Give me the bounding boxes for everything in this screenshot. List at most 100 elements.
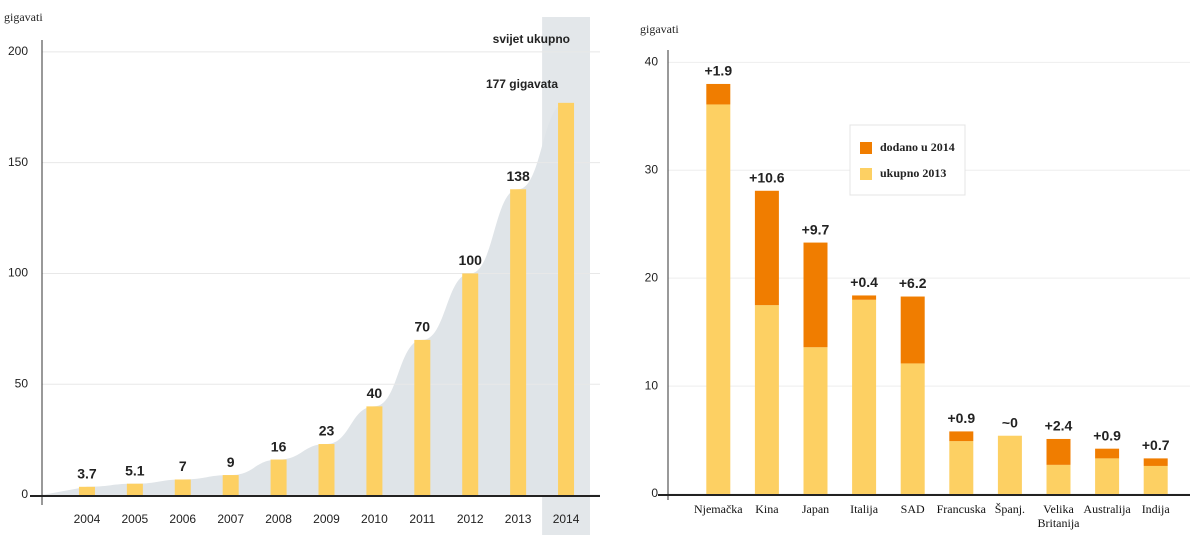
x-tick-label: 2014: [553, 512, 580, 526]
y-axis-label: gigavati: [4, 10, 43, 24]
bar: [270, 459, 287, 495]
legend-label: dodano u 2014: [880, 140, 955, 154]
value-label: +0.9: [947, 410, 975, 426]
value-label: 100: [459, 252, 483, 268]
y-tick-label: 0: [651, 486, 658, 500]
annotation: 177 gigavata: [486, 77, 558, 91]
value-label: ~0: [1002, 414, 1018, 430]
bar-segment: [754, 305, 779, 494]
x-tick-label-box: Španj.: [994, 502, 1026, 516]
y-tick-label: 10: [645, 378, 659, 392]
value-label: 7: [179, 458, 187, 474]
y-tick-label: 200: [8, 44, 28, 58]
bar-segment: [852, 295, 877, 300]
bar-segment: [949, 441, 974, 494]
x-tick-label: 2012: [457, 512, 484, 526]
value-label: +0.9: [1093, 427, 1121, 443]
bar: [126, 483, 143, 495]
x-tick-label: Japan: [801, 502, 830, 516]
x-tick-label-box: Francuska: [936, 502, 986, 516]
value-label: 40: [367, 385, 383, 401]
value-label: 3.7: [77, 466, 97, 482]
x-tick-label: Velika Britanija: [1037, 502, 1080, 530]
bar: [366, 406, 383, 495]
x-tick-label: 2004: [74, 512, 101, 526]
bar-segment: [1095, 458, 1120, 494]
area: [42, 102, 567, 495]
x-tick-label: Španj.: [994, 502, 1026, 516]
bar: [510, 189, 527, 495]
value-label: 23: [319, 423, 335, 439]
x-tick-label-box: Kina: [755, 502, 779, 516]
x-tick-label: 2008: [265, 512, 292, 526]
y-tick-label: 100: [8, 266, 28, 280]
value-label: 5.1: [125, 462, 145, 478]
value-label: +0.4: [850, 274, 878, 290]
bar: [462, 273, 479, 495]
x-tick-label: Australija: [1083, 502, 1131, 516]
x-tick-label: SAD: [900, 502, 925, 516]
bar-segment: [1143, 465, 1168, 494]
y-tick-label: 20: [645, 270, 659, 284]
x-tick-label: 2005: [122, 512, 149, 526]
x-tick-label: Kina: [755, 502, 779, 516]
value-label: 70: [415, 319, 431, 335]
bar-segment: [949, 431, 974, 442]
bar-segment: [706, 83, 731, 105]
bar-segment: [706, 104, 731, 494]
bar-segment: [1143, 458, 1168, 466]
y-axis-label: gigavati: [640, 22, 679, 36]
y-tick-label: 0: [21, 487, 28, 501]
x-tick-label-box: Njemačka: [693, 502, 743, 516]
x-tick-label-box: Italija: [850, 502, 879, 516]
bar: [318, 444, 335, 495]
value-label: 138: [506, 168, 530, 184]
x-tick-label-box: Velika Britanija: [1037, 502, 1080, 530]
x-tick-label: 2007: [217, 512, 244, 526]
x-tick-label-box: SAD: [900, 502, 925, 516]
legend-swatch: [860, 142, 872, 154]
value-label: +2.4: [1045, 418, 1073, 434]
x-tick-label: 2006: [169, 512, 196, 526]
x-tick-label: Indija: [1141, 502, 1170, 516]
value-label: 16: [271, 438, 287, 454]
legend-swatch: [860, 168, 872, 180]
value-label: +1.9: [704, 63, 732, 79]
y-tick-label: 150: [8, 155, 28, 169]
x-tick-label: Francuska: [936, 502, 986, 516]
bar: [78, 486, 95, 495]
legend-box: [849, 124, 966, 196]
x-tick-label: 2013: [505, 512, 532, 526]
x-tick-label: Italija: [850, 502, 879, 516]
annotation: svijet ukupno: [493, 32, 570, 46]
bar-segment: [900, 296, 925, 364]
bar: [222, 475, 239, 495]
y-tick-label: 40: [645, 55, 659, 69]
bar-segment: [754, 190, 779, 306]
value-label: +0.7: [1142, 437, 1170, 453]
legend-label: ukupno 2013: [880, 166, 946, 180]
bar-segment: [1046, 438, 1071, 465]
y-tick-label: 30: [645, 162, 659, 176]
x-tick-label: Njemačka: [693, 502, 743, 516]
x-tick-label: 2010: [361, 512, 388, 526]
x-tick-label-box: Australija: [1083, 502, 1131, 516]
x-tick-label: 2009: [313, 512, 340, 526]
x-tick-label: 2011: [409, 512, 435, 526]
x-tick-label-box: Japan: [801, 502, 830, 516]
bar-segment: [803, 242, 828, 348]
bar-segment: [900, 363, 925, 494]
bar: [558, 102, 575, 495]
bar-segment: [852, 299, 877, 494]
value-label: +6.2: [899, 275, 927, 291]
x-tick-label-box: Indija: [1141, 502, 1170, 516]
bar-segment: [1095, 448, 1120, 459]
value-label: +9.7: [802, 221, 830, 237]
bar-segment: [997, 435, 1022, 494]
y-tick-label: 50: [15, 376, 29, 390]
bar: [414, 339, 431, 495]
value-label: +10.6: [749, 169, 785, 185]
bar: [174, 479, 191, 495]
bar-segment: [1046, 464, 1071, 494]
